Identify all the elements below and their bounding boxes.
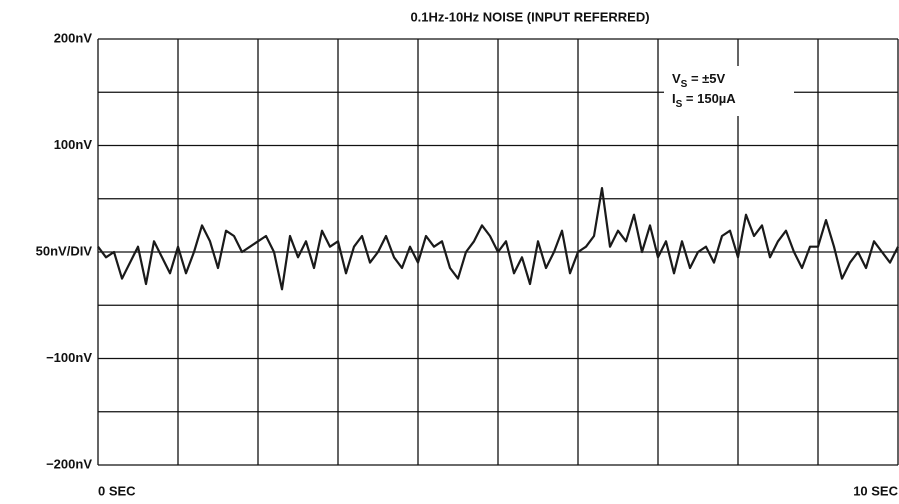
x-tick-label: 10 SEC <box>853 483 898 498</box>
y-tick-label: 200nV <box>54 30 93 45</box>
annotation-part: V <box>672 71 681 86</box>
y-tick-label: −100nV <box>46 350 92 365</box>
annotation-part: I <box>672 91 676 106</box>
y-tick-label: −200nV <box>46 456 92 471</box>
chart-title: 0.1Hz-10Hz NOISE (INPUT REFERRED) <box>410 9 649 24</box>
annotation-part: = 150µA <box>682 91 736 106</box>
annotation-part: S <box>681 79 688 90</box>
annotation-box <box>664 66 794 116</box>
noise-trace <box>97 187 899 291</box>
annotation-part: = ±5V <box>687 71 725 86</box>
annotation: VS = ±5V <box>672 71 726 89</box>
annotation: IS = 150µA <box>672 91 736 109</box>
y-tick-label: 100nV <box>54 137 93 152</box>
y-tick-label: 50nV/DIV <box>36 243 93 258</box>
x-tick-label: 0 SEC <box>98 483 136 498</box>
annotation-part: S <box>676 99 683 110</box>
